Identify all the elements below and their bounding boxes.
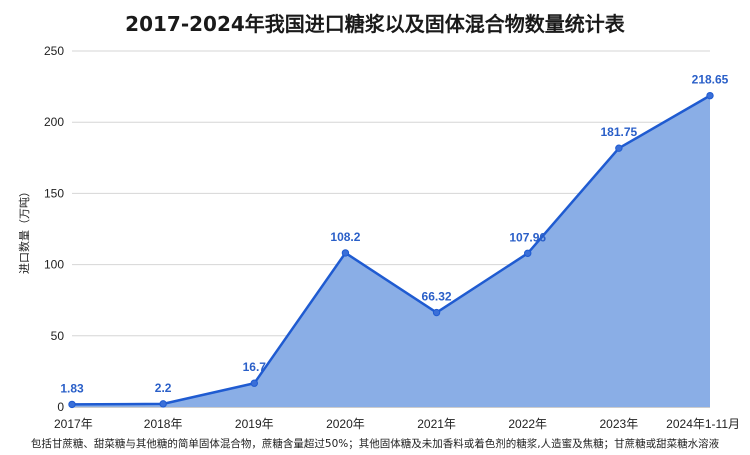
x-tick-label: 2024年1-11月	[666, 417, 740, 431]
series-area	[72, 95, 710, 408]
y-tick-label: 250	[44, 44, 64, 58]
y-tick-label: 150	[44, 186, 64, 200]
data-label: 181.75	[601, 125, 638, 139]
footnote: 包括甘蔗糖、甜菜糖与其他糖的简单固体混合物，蔗糖含量超过50%；其他固体糖及未加…	[30, 438, 720, 450]
x-tick-label: 2022年	[508, 417, 547, 431]
x-tick-label: 2018年	[144, 417, 183, 431]
y-tick-label: 50	[51, 329, 65, 343]
x-tick-label: 2021年	[417, 417, 456, 431]
data-point	[159, 400, 167, 408]
y-tick-label: 200	[44, 115, 64, 129]
data-point	[68, 400, 76, 409]
data-point	[432, 308, 441, 317]
data-point	[524, 249, 532, 257]
data-point	[615, 144, 623, 152]
data-label: 108.2	[330, 230, 360, 244]
x-tick-label: 2017年	[54, 417, 93, 431]
data-point	[341, 249, 350, 257]
data-label: 66.32	[422, 290, 452, 304]
data-point	[250, 379, 258, 387]
data-label: 218.65	[692, 73, 729, 87]
y-tick-label: 0	[57, 400, 64, 414]
data-label: 2.2	[155, 381, 172, 395]
x-tick-label: 2023年	[600, 417, 639, 431]
x-tick-label: 2020年	[326, 417, 365, 431]
data-point	[706, 91, 714, 100]
series-line	[71, 94, 711, 406]
data-label: 16.7	[243, 360, 267, 374]
y-tick-label: 100	[44, 258, 64, 272]
data-label: 1.83	[60, 381, 84, 395]
chart-title: 2017-2024年我国进口糖浆以及固体混合物数量统计表	[125, 12, 625, 36]
data-label: 107.96	[509, 230, 546, 244]
x-tick-label: 2019年	[235, 417, 274, 431]
